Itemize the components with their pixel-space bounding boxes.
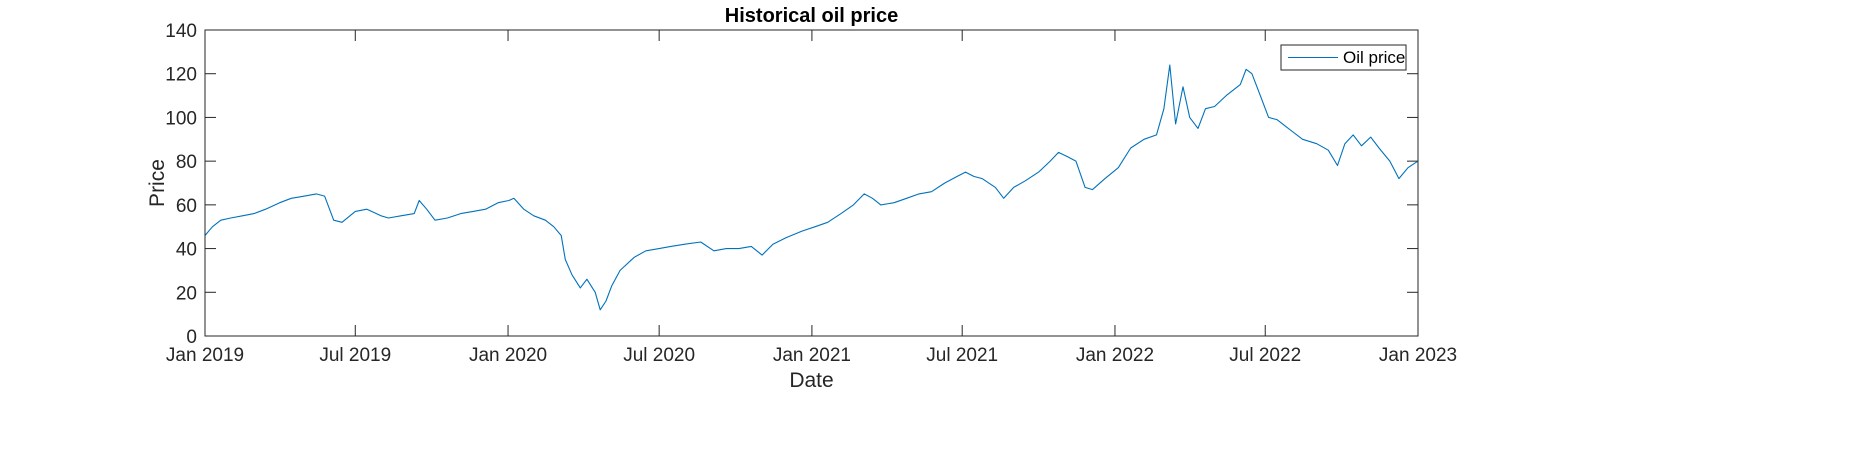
y-tick-label: 60: [176, 196, 197, 217]
x-tick-label: Jul 2020: [623, 345, 695, 366]
x-tick-label: Jul 2019: [319, 345, 391, 366]
chart-title: Historical oil price: [725, 5, 898, 27]
plot-background: [205, 30, 1418, 336]
legend: Oil price: [1280, 44, 1407, 71]
y-axis-ticks: 0 20 40 60 80 100 120 140: [165, 21, 1418, 348]
x-axis-label: Date: [789, 369, 833, 392]
x-axis-ticks: Jan 2019 Jul 2019 Jan 2020 Jul 2020 Jan 2021…: [166, 30, 1457, 366]
y-tick-label: 0: [186, 327, 197, 348]
x-tick-label: Jan 2023: [1379, 345, 1457, 366]
y-axis-label: Price: [146, 159, 169, 207]
legend-label-oil-price: Oil price: [1343, 48, 1405, 67]
y-tick-label: 80: [176, 152, 197, 173]
y-tick-label: 40: [176, 240, 197, 261]
x-tick-label: Jan 2021: [773, 345, 851, 366]
x-tick-label: Jan 2019: [166, 345, 244, 366]
y-tick-label: 100: [165, 108, 197, 129]
oil-price-series-line: [204, 64, 1419, 311]
x-tick-label: Jul 2021: [926, 345, 998, 366]
y-tick-label: 140: [165, 21, 197, 42]
y-tick-label: 120: [165, 65, 197, 86]
plot-frame: [204, 29, 1419, 337]
x-tick-label: Jan 2022: [1076, 345, 1154, 366]
x-tick-label: Jan 2020: [469, 345, 547, 366]
x-tick-label: Jul 2022: [1229, 345, 1301, 366]
y-tick-label: 20: [176, 283, 197, 304]
